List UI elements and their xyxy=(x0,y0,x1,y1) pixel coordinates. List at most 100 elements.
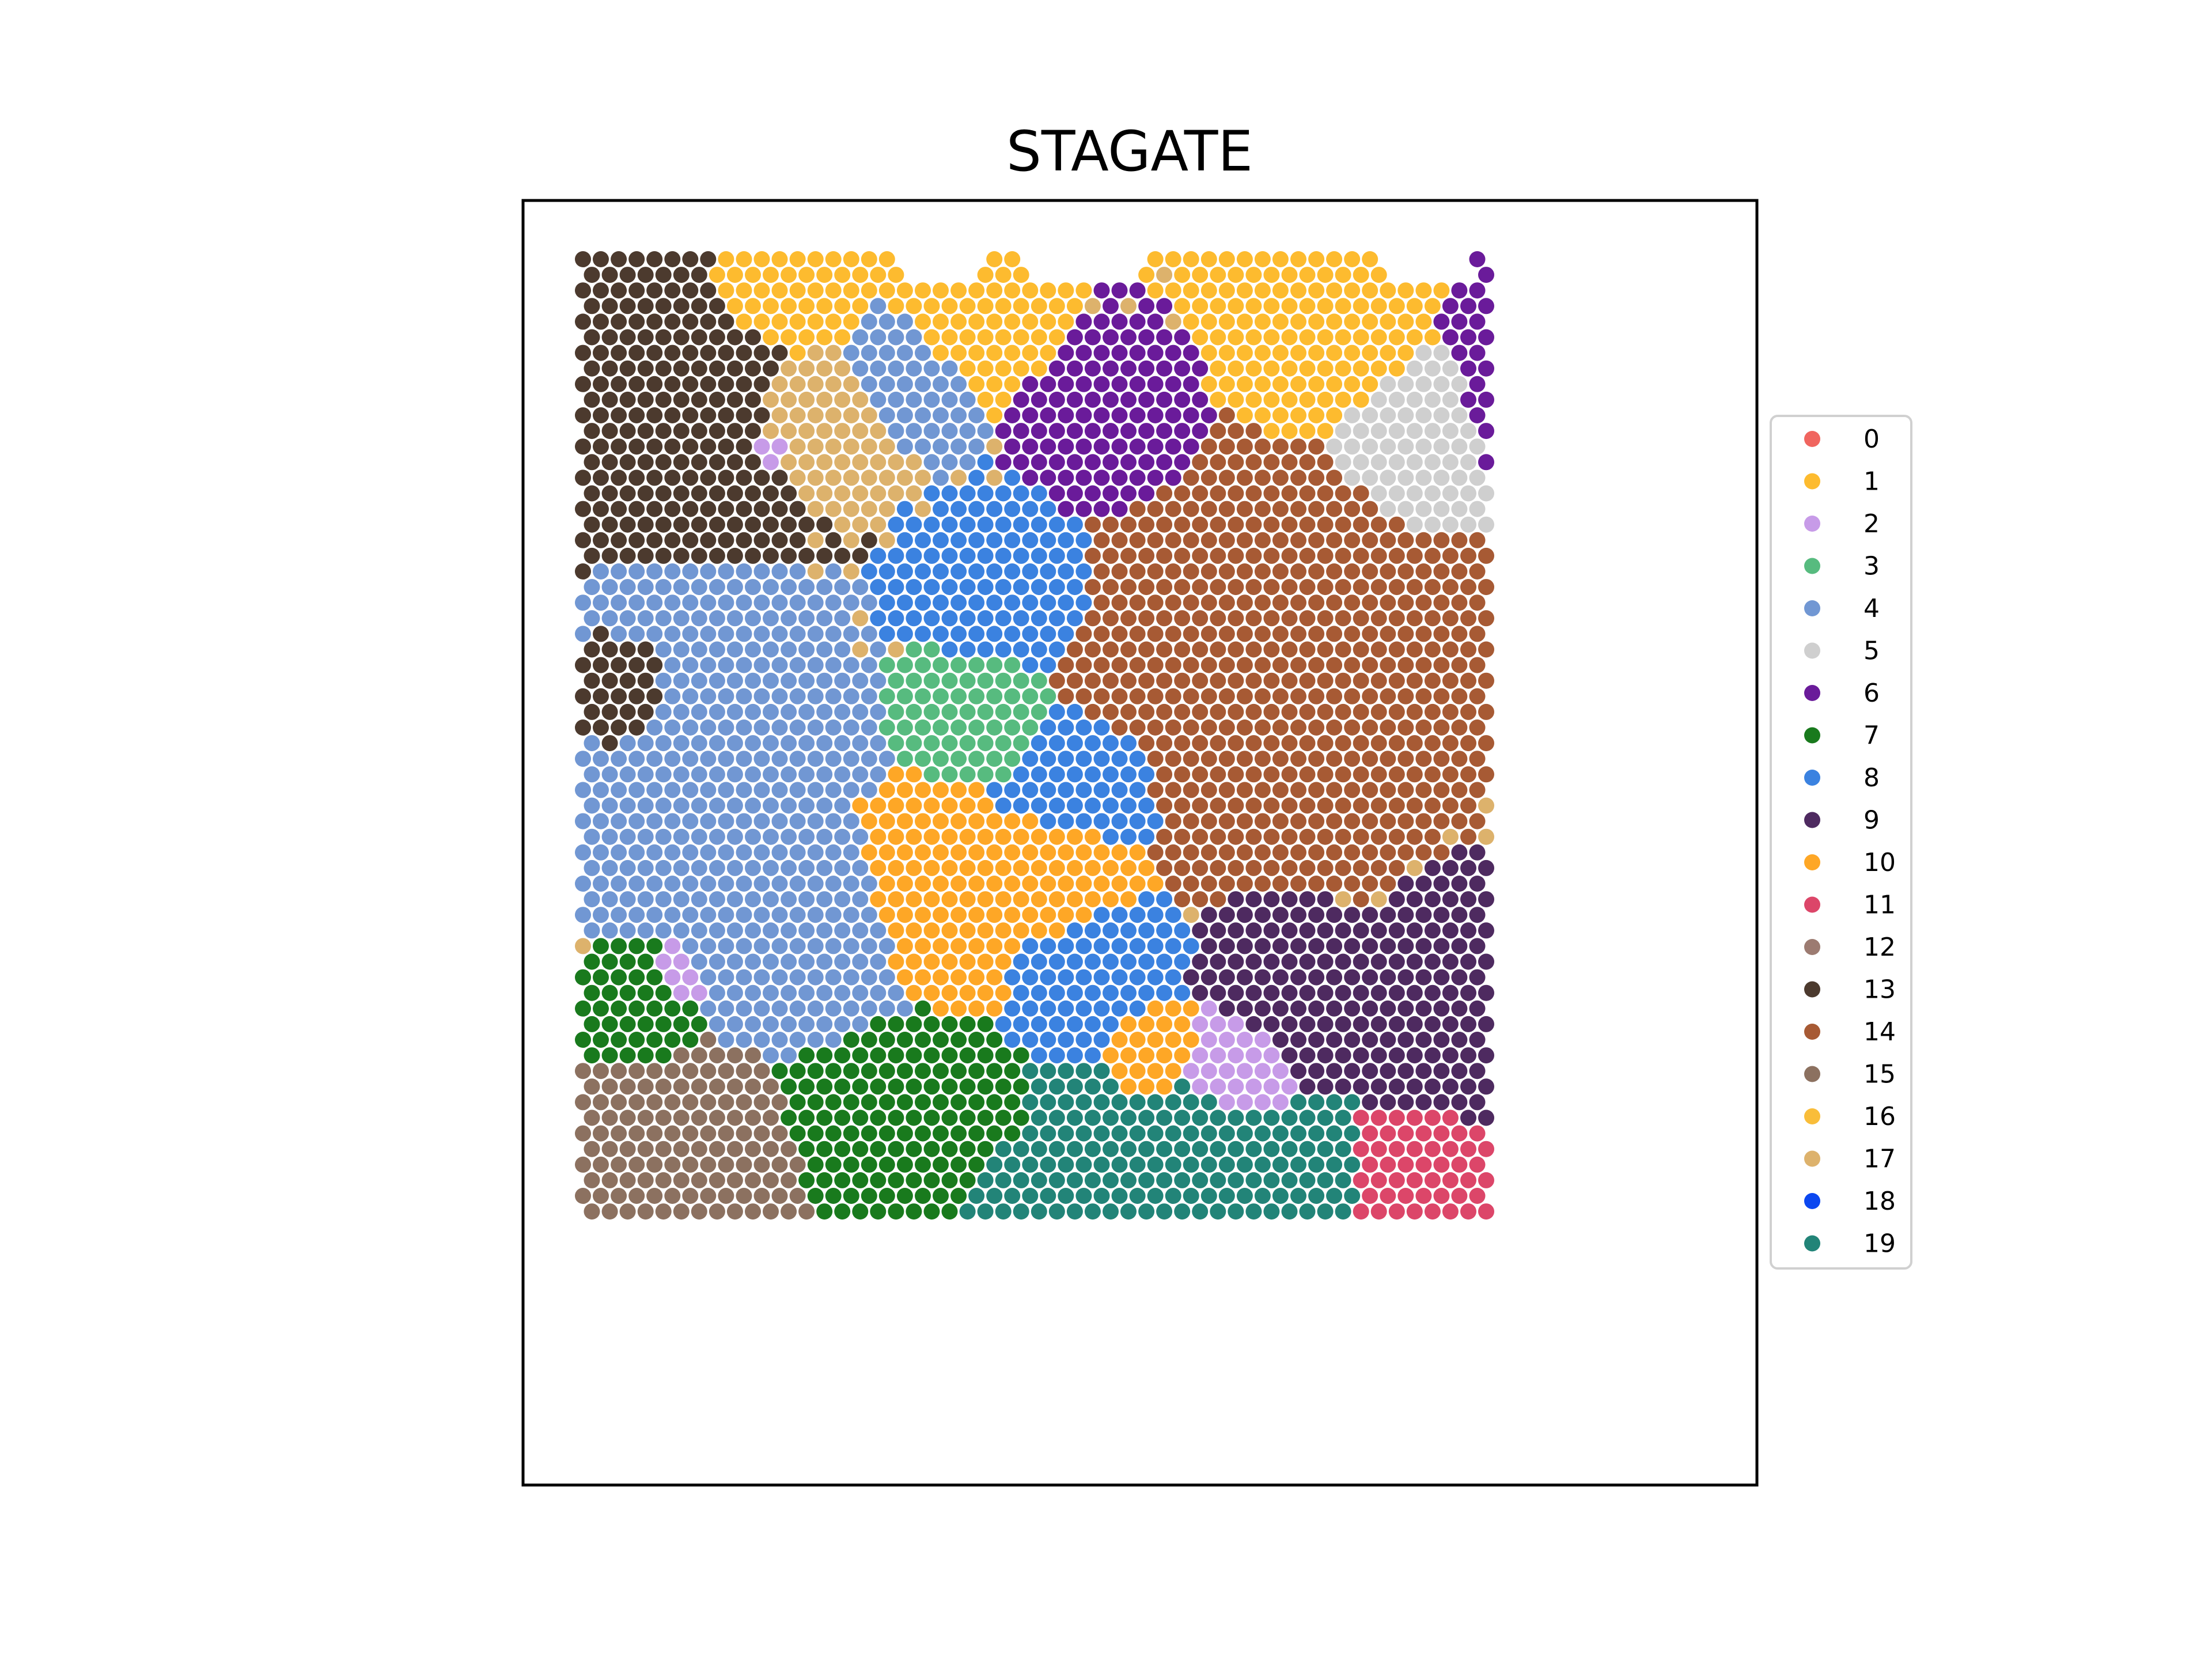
spot xyxy=(1272,938,1289,955)
spot xyxy=(861,501,877,517)
spot xyxy=(852,922,869,939)
spot xyxy=(1129,782,1146,798)
spot xyxy=(959,703,976,720)
spot xyxy=(691,516,707,533)
spot xyxy=(619,1078,636,1095)
spot xyxy=(789,438,806,455)
spot xyxy=(1254,844,1271,861)
spot xyxy=(1317,953,1334,970)
spot xyxy=(834,547,851,564)
spot xyxy=(1048,579,1065,596)
spot xyxy=(1299,1203,1316,1220)
spot xyxy=(1138,1047,1155,1064)
spot xyxy=(1031,641,1047,658)
spot xyxy=(682,594,699,611)
spot xyxy=(1397,751,1414,767)
spot xyxy=(1326,907,1343,923)
spot xyxy=(1344,938,1361,955)
spot xyxy=(575,1032,591,1048)
spot xyxy=(1103,859,1119,876)
spot xyxy=(584,766,600,783)
spot xyxy=(941,454,958,471)
spot xyxy=(1478,516,1494,533)
spot xyxy=(1254,688,1271,704)
spot xyxy=(977,1016,994,1032)
spot xyxy=(1254,501,1271,517)
spot xyxy=(1031,423,1047,440)
spot xyxy=(977,391,994,408)
spot xyxy=(1084,1047,1101,1064)
spot xyxy=(950,1188,967,1204)
spot xyxy=(1344,1063,1361,1080)
spot xyxy=(691,454,707,471)
spot xyxy=(584,797,600,814)
spot xyxy=(1013,703,1029,720)
spot xyxy=(1370,859,1387,876)
spot xyxy=(726,485,743,502)
spot xyxy=(718,532,734,548)
spot xyxy=(986,594,1003,611)
spot xyxy=(611,907,627,923)
spot xyxy=(745,641,761,658)
spot xyxy=(1183,626,1199,642)
spot xyxy=(1183,907,1199,923)
spot xyxy=(1478,766,1494,783)
spot xyxy=(1370,891,1387,908)
spot xyxy=(906,797,922,814)
spot xyxy=(825,594,842,611)
spot xyxy=(1218,438,1235,455)
spot xyxy=(1075,688,1092,704)
spot xyxy=(1174,891,1191,908)
spot xyxy=(878,313,895,330)
spot xyxy=(1174,1109,1191,1126)
spot xyxy=(700,1125,717,1142)
spot xyxy=(1308,313,1325,330)
spot xyxy=(575,251,591,267)
spot xyxy=(763,454,779,471)
spot xyxy=(941,953,958,970)
spot xyxy=(1299,891,1316,908)
legend-marker-4 xyxy=(1804,600,1820,616)
spot xyxy=(995,703,1012,720)
spot xyxy=(843,438,859,455)
spot xyxy=(628,594,645,611)
spot xyxy=(646,657,663,673)
spot xyxy=(700,1156,717,1173)
spot xyxy=(1254,563,1271,579)
spot xyxy=(816,423,833,440)
spot xyxy=(923,1109,940,1126)
spot xyxy=(906,298,922,315)
legend-marker-10 xyxy=(1804,854,1820,870)
spot xyxy=(807,626,824,642)
spot xyxy=(861,688,877,704)
spot xyxy=(1344,1032,1361,1048)
spot xyxy=(1424,1016,1441,1032)
spot xyxy=(1138,953,1155,970)
spot xyxy=(1147,876,1164,892)
spot xyxy=(682,876,699,892)
spot xyxy=(1290,251,1306,267)
spot xyxy=(1344,1000,1361,1017)
spot xyxy=(593,751,609,767)
spot xyxy=(781,735,797,752)
spot xyxy=(1058,438,1074,455)
spot xyxy=(870,1141,887,1157)
spot xyxy=(1272,563,1289,579)
spot xyxy=(726,1078,743,1095)
spot xyxy=(1156,1078,1173,1095)
spot xyxy=(726,610,743,627)
spot xyxy=(861,1094,877,1111)
spot xyxy=(655,984,672,1001)
spot xyxy=(1245,859,1262,876)
spot xyxy=(1013,953,1029,970)
spot xyxy=(1075,782,1092,798)
spot xyxy=(968,782,985,798)
spot xyxy=(1362,376,1378,392)
spot xyxy=(1451,376,1468,392)
spot xyxy=(1344,626,1361,642)
spot xyxy=(1075,594,1092,611)
spot xyxy=(950,469,967,486)
spot xyxy=(700,501,717,517)
spot xyxy=(1451,344,1468,361)
spot xyxy=(995,641,1012,658)
